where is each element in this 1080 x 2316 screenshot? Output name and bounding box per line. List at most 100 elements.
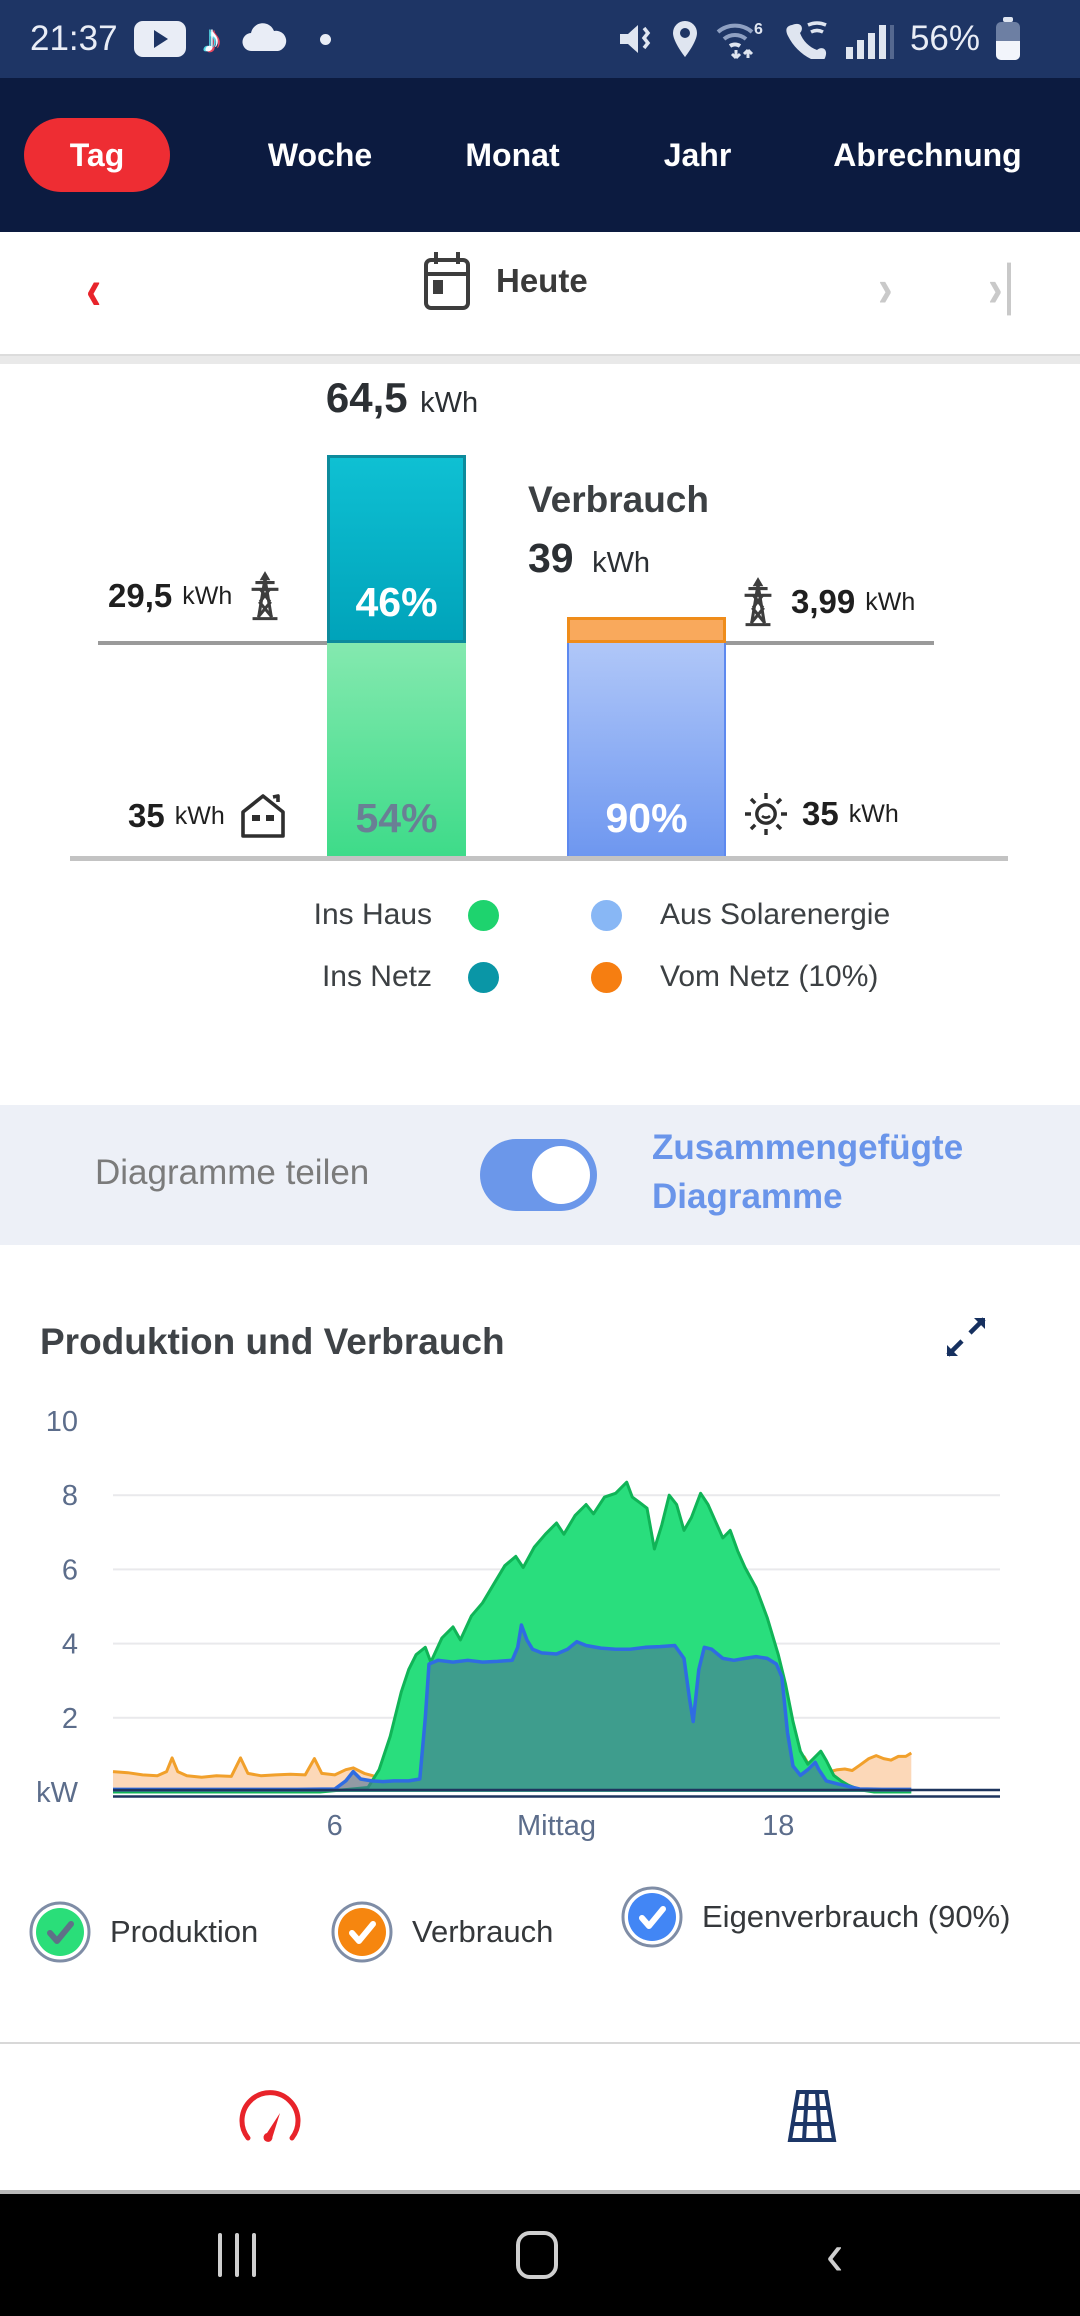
production-to-grid-segment[interactable]: 46% (327, 455, 466, 643)
legend-aus-solar-label: Aus Solarenergie (660, 898, 891, 931)
production-consumption-area-chart[interactable]: 10 8 6 4 2 kW 6 Mittag 18 (0, 1395, 1080, 1865)
from-solar-percent: 90% (605, 795, 688, 841)
legend-ins-netz-label: Ins Netz (321, 960, 432, 993)
svg-text:2: 2 (62, 1703, 78, 1735)
home-button[interactable] (516, 2231, 558, 2279)
solar-used-value: 35 (802, 795, 839, 832)
consumption-total-value: 39 (528, 535, 574, 581)
notification-dot (319, 33, 331, 45)
legend-vom-netz-label: Vom Netz (10%) (660, 960, 879, 993)
power-pylon-icon (744, 577, 772, 627)
tab-monat[interactable]: Monat (465, 136, 560, 173)
verbrauch-checkbox-icon (331, 1901, 393, 1963)
production-total: 64,5 kWh (246, 374, 558, 422)
svg-text:8: 8 (62, 1480, 78, 1512)
status-bar-right: 6 56% (616, 17, 1080, 61)
battery-percent: 56% (909, 19, 980, 58)
production-total-value: 64,5 (325, 374, 408, 421)
tab-abrechnung[interactable]: Abrechnung (833, 136, 1022, 173)
tab-tag[interactable]: Tag (24, 118, 170, 192)
period-tab-bar: Tag Woche Monat Jahr Abrechnung (0, 78, 1080, 232)
solar-used-unit: kWh (848, 799, 899, 828)
legend-ins-haus-dot (468, 899, 499, 931)
android-navigation-bar: ‹ (0, 2190, 1080, 2316)
current-date-label: Heute (496, 262, 588, 299)
cloud-icon (242, 23, 286, 52)
location-icon (672, 21, 697, 57)
to-house-percent: 54% (355, 795, 438, 841)
status-bar-left: 21:37 ♪ (0, 19, 331, 59)
sun-icon (745, 793, 787, 835)
verbrauch-checkbox-label: Verbrauch (412, 1914, 554, 1949)
to-house-label: 35 kWh (128, 788, 291, 844)
grid-import-unit: kWh (865, 587, 916, 616)
consumption-from-solar-segment[interactable]: 90% (567, 643, 726, 856)
chart-title: Produktion und Verbrauch (40, 1321, 505, 1362)
house-icon (240, 794, 285, 838)
to-grid-value: 29,5 (108, 577, 173, 614)
dashboard-gauge-button[interactable] (236, 2082, 304, 2150)
legend-produktion-toggle[interactable]: Produktion (28, 1900, 258, 1964)
eigenverbrauch-checkbox-icon (621, 1886, 683, 1948)
consumption-total: Verbrauch 39 kWh (528, 479, 709, 582)
expand-chart-button[interactable] (940, 1311, 992, 1363)
svg-text:4: 4 (62, 1629, 78, 1661)
next-day-button[interactable]: › (878, 259, 893, 318)
signal-icon (845, 25, 894, 59)
recent-apps-button[interactable] (218, 2233, 256, 2277)
split-charts-label: Diagramme teilen (95, 1153, 370, 1192)
to-house-value: 35 (128, 797, 165, 834)
to-grid-unit: kWh (182, 581, 233, 610)
grid-exchange-line-left (98, 641, 327, 645)
calendar-icon (424, 252, 470, 310)
production-consumption-card: Produktion und Verbrauch 10 8 6 4 2 kW 6 Mittag… (0, 1245, 1080, 2042)
legend-aus-solar-dot (591, 899, 622, 931)
jump-to-latest-button[interactable]: › (988, 259, 1011, 319)
svg-text:6: 6 (62, 1554, 78, 1586)
consumption-title: Verbrauch (528, 479, 709, 520)
battery-icon (996, 17, 1020, 60)
produktion-checkbox-label: Produktion (110, 1914, 259, 1949)
legend-vom-netz-dot (591, 961, 622, 993)
grid-import-label: 3,99 kWh (735, 576, 915, 628)
legend-ins-haus-label: Ins Haus (313, 898, 432, 931)
wifi6-icon: 6 (716, 21, 763, 60)
tiktok-icon: ♪ (201, 17, 222, 61)
svg-text:18: 18 (762, 1810, 794, 1842)
tab-woche[interactable]: Woche (267, 136, 373, 173)
grid-exchange-line-right (726, 641, 934, 645)
legend-verbrauch-toggle[interactable]: Verbrauch (330, 1900, 553, 1964)
to-grid-percent: 46% (355, 579, 438, 625)
svg-text:6: 6 (327, 1810, 343, 1842)
balance-legend-row-1: Ins Haus Aus Solarenergie (150, 898, 940, 932)
tab-jahr[interactable]: Jahr (663, 136, 732, 173)
solar-panel-button[interactable] (778, 2082, 846, 2150)
solar-used-label: 35 kWh (740, 788, 899, 840)
grid-import-value: 3,99 (791, 583, 856, 620)
wifi-calling-icon (786, 21, 827, 59)
consumption-total-unit: kWh (592, 547, 651, 579)
youtube-icon (133, 21, 186, 57)
svg-text:kW: kW (36, 1777, 79, 1809)
mute-vibrate-icon (619, 25, 651, 53)
tab-tag-label: Tag (69, 136, 125, 173)
merged-charts-label: Zusammengefügte Diagramme (652, 1128, 964, 1216)
svg-text:10: 10 (46, 1406, 78, 1438)
clock: 21:37 (30, 19, 118, 58)
balance-legend-row-2: Ins Netz Vom Netz (10%) (150, 960, 940, 994)
to-house-unit: kWh (174, 801, 225, 830)
back-button[interactable]: ‹ (826, 2221, 844, 2289)
consumption-from-grid-segment[interactable] (567, 617, 726, 643)
toggle-knob (532, 1146, 590, 1204)
section-divider (0, 356, 1080, 364)
split-charts-toggle[interactable] (480, 1139, 597, 1211)
chart-baseline (70, 856, 1008, 861)
energy-balance-chart: 64,5 kWh 46% 54% 90% 29,5 kWh 35 kWh Ver… (0, 364, 1080, 1105)
production-to-house-segment[interactable]: 54% (327, 643, 466, 856)
legend-eigenverbrauch-toggle[interactable]: Eigenverbrauch (90%) (620, 1885, 1040, 1949)
date-picker[interactable]: Heute (420, 250, 588, 312)
status-bar: 21:37 ♪ 6 56% (0, 0, 1080, 78)
previous-day-button[interactable]: ‹ (86, 256, 102, 322)
last-chevron: › (988, 259, 1003, 318)
